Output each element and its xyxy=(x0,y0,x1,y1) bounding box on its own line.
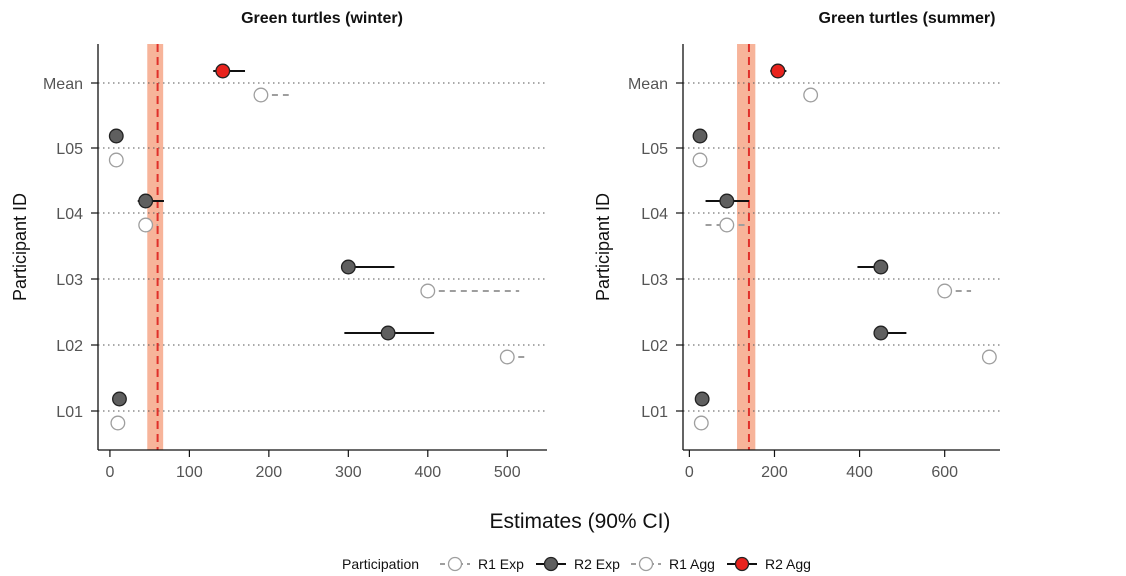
legend-key-point xyxy=(543,556,559,572)
x-tick-label: 200 xyxy=(761,464,788,481)
x-axis-title: Estimates (90% CI) xyxy=(490,510,671,533)
data-point xyxy=(110,415,126,431)
panel-title: Green turtles (winter) xyxy=(241,10,403,27)
x-tick-label: 500 xyxy=(494,464,521,481)
legend-key-point xyxy=(734,556,750,572)
data-point xyxy=(719,193,735,209)
legend-label: R1 Exp xyxy=(478,556,524,572)
legend-label: R1 Agg xyxy=(669,556,715,572)
data-point xyxy=(937,283,953,299)
data-point xyxy=(692,128,708,144)
legend: Participation R1 Exp R2 Exp R1 Agg R2 Agg xyxy=(342,556,811,572)
y-tick-label: L02 xyxy=(56,338,83,355)
data-point xyxy=(112,391,127,407)
x-tick-label: 600 xyxy=(931,464,958,481)
x-tick-label: 0 xyxy=(685,464,694,481)
y-tick-label: L01 xyxy=(641,404,668,421)
legend-title: Participation xyxy=(342,556,419,572)
legend-label: R2 Exp xyxy=(574,556,620,572)
panel-winter: Green turtles (winter) Participant ID L01 L… xyxy=(10,10,547,481)
y-tick-label: L03 xyxy=(56,272,83,289)
legend-key-point xyxy=(447,556,463,572)
data-point xyxy=(803,87,819,103)
y-tick-label: L05 xyxy=(641,141,668,158)
data-point xyxy=(380,325,396,341)
data-point xyxy=(873,259,889,275)
panel-summer: Green turtles (summer) Participant ID L01 L… xyxy=(593,10,1000,481)
data-point xyxy=(138,193,154,209)
data-point xyxy=(873,325,889,341)
y-tick-label: L01 xyxy=(56,404,83,421)
x-tick-label: 200 xyxy=(256,464,283,481)
y-tick-label: Mean xyxy=(628,76,668,93)
data-point xyxy=(340,259,356,275)
data-point xyxy=(770,63,786,79)
y-tick-label: L02 xyxy=(641,338,668,355)
x-tick-label: 300 xyxy=(335,464,362,481)
data-point xyxy=(108,128,124,144)
data-point xyxy=(253,87,269,103)
y-tick-label: L03 xyxy=(641,272,668,289)
y-axis-title: Participant ID xyxy=(593,193,613,301)
data-point xyxy=(499,349,515,365)
panel-title: Green turtles (summer) xyxy=(819,10,996,27)
x-tick-label: 100 xyxy=(176,464,203,481)
data-point xyxy=(981,349,997,365)
y-tick-label: L04 xyxy=(641,206,668,223)
data-point xyxy=(719,217,735,233)
y-axis-title: Participant ID xyxy=(10,193,30,301)
y-tick-label: Mean xyxy=(43,76,83,93)
reference-band xyxy=(147,44,164,450)
data-point xyxy=(694,391,710,407)
x-tick-label: 0 xyxy=(105,464,114,481)
legend-label: R2 Agg xyxy=(765,556,811,572)
data-point xyxy=(692,152,708,168)
y-tick-label: L05 xyxy=(56,141,83,158)
reference-band xyxy=(737,44,756,450)
data-point xyxy=(138,217,154,233)
legend-key-point xyxy=(638,556,654,572)
data-point xyxy=(215,63,231,79)
data-point xyxy=(420,283,436,299)
x-tick-label: 400 xyxy=(846,464,873,481)
data-point xyxy=(693,415,709,431)
x-tick-label: 400 xyxy=(414,464,441,481)
y-tick-label: L04 xyxy=(56,206,83,223)
data-point xyxy=(108,152,124,168)
